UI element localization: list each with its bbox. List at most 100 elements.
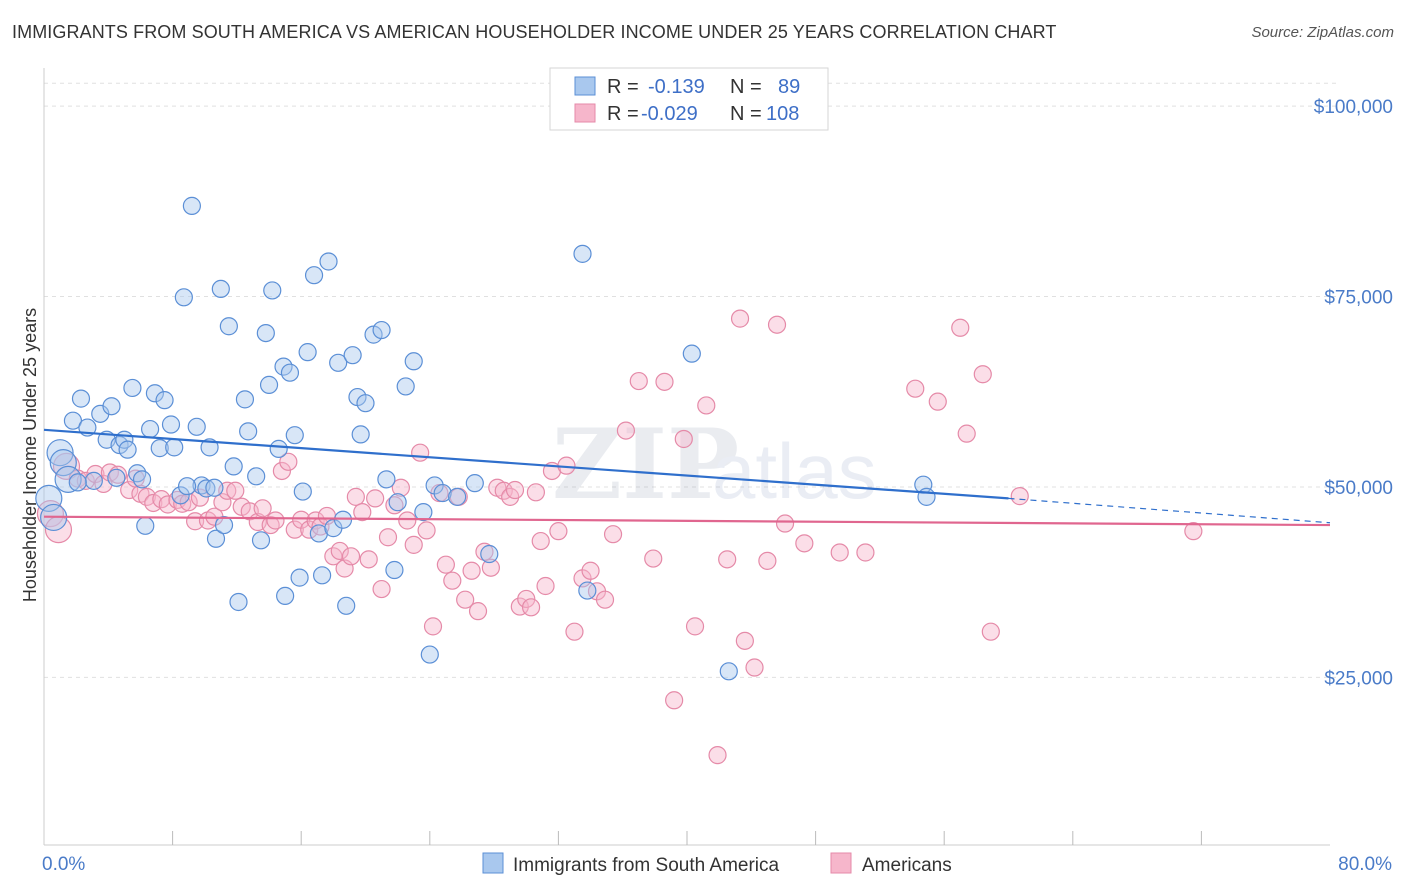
immigrants-point-79	[573, 244, 592, 263]
immigrants-point-38	[229, 592, 248, 612]
americans-point-73	[526, 483, 545, 502]
y-axis-title: Householder Income Under 25 years	[20, 308, 40, 602]
americans-point-51	[391, 478, 410, 497]
immigrants-point-6	[71, 389, 91, 408]
immigrants-point-33	[206, 529, 226, 548]
x-ticks	[172, 831, 1202, 845]
americans-point-43	[341, 547, 361, 566]
americans-point-96	[735, 631, 754, 650]
y-tick-label-0: $25,000	[1324, 668, 1393, 689]
watermark-zip: ZIP	[552, 408, 739, 521]
immigrants-point-18	[136, 516, 155, 535]
americans-point-45	[353, 503, 372, 522]
americans-point-56	[423, 617, 443, 636]
americans-point-88	[655, 372, 674, 391]
americans-point-41	[330, 541, 349, 561]
immigrants-point-48	[276, 586, 295, 606]
americans-point-8	[108, 465, 128, 484]
immigrants-point-20	[145, 384, 165, 403]
immigrants-point-39	[235, 390, 255, 409]
americans-point-49	[378, 528, 398, 547]
immigrants-point-69	[388, 493, 407, 512]
immigrants-point-44	[259, 375, 279, 394]
americans-point-33	[279, 452, 298, 471]
americans-point-69	[505, 480, 525, 500]
americans-point-52	[398, 511, 417, 530]
immigrants-point-40	[239, 422, 258, 441]
legend-box	[549, 67, 829, 131]
legend-r-label-americans: R =	[607, 103, 639, 125]
immigrants-point-80	[578, 581, 597, 600]
immigrants-point-64	[356, 394, 375, 413]
immigrants-point-86	[177, 477, 197, 496]
immigrants-point-77	[465, 474, 484, 493]
immigrants-point-54	[304, 266, 324, 285]
immigrants-point-17	[132, 470, 152, 489]
immigrants-point-26	[174, 288, 193, 307]
immigrants-point-70	[396, 377, 415, 396]
americans-point-74	[531, 531, 550, 551]
americans-point-71	[517, 589, 536, 609]
americans-point-109	[981, 622, 1000, 641]
immigrants-point-56	[312, 566, 332, 585]
americans-point-9	[120, 480, 139, 500]
americans-point-29	[253, 499, 272, 518]
grid-lines	[44, 82, 1338, 678]
immigrants-point-66	[372, 320, 391, 340]
immigrants-point-16	[128, 464, 147, 483]
legend-n-value-immigrants: 89	[778, 76, 800, 98]
americans-point-107	[957, 424, 976, 443]
immigrants-point-2	[46, 439, 74, 467]
immigrants-point-42	[251, 531, 271, 550]
americans-point-79	[565, 622, 584, 641]
americans-point-108	[973, 365, 992, 384]
immigrants-trend-line	[43, 428, 1009, 500]
americans-point-63	[468, 602, 488, 621]
immigrants-point-35	[214, 515, 234, 535]
legend-r-value-immigrants: -0.139	[648, 76, 705, 98]
americans-point-54	[411, 443, 430, 462]
immigrants-point-85	[107, 468, 126, 487]
americans-point-89	[665, 691, 684, 710]
immigrants-point-27	[182, 196, 201, 215]
americans-point-50	[385, 496, 404, 515]
correlation-legend: R = -0.139 N = 89 R = -0.029 N = 108	[549, 67, 829, 131]
immigrants-point-19	[140, 419, 160, 439]
americans-point-47	[366, 489, 385, 508]
immigrants-point-49	[280, 363, 300, 382]
americans-point-105	[928, 392, 947, 411]
americans-point-61	[456, 590, 475, 609]
immigrants-point-8	[84, 471, 103, 490]
watermark: ZIP atlas	[552, 408, 877, 521]
immigrants-point-15	[123, 378, 142, 398]
americans-point-87	[644, 549, 663, 568]
immigrants-point-84	[917, 487, 936, 506]
immigrants-point-28	[187, 417, 206, 436]
immigrants-point-81	[682, 344, 701, 363]
bottom-legend-label-americans: Americans	[862, 855, 952, 876]
immigrants-point-22	[155, 391, 174, 410]
immigrants-point-68	[385, 560, 404, 580]
immigrants-point-43	[256, 323, 275, 343]
immigrants-point-23	[161, 415, 181, 434]
immigrants-point-32	[205, 478, 224, 497]
americans-point-34	[285, 520, 304, 539]
immigrants-point-82	[719, 662, 738, 681]
americans-point-23	[213, 493, 232, 512]
immigrants-point-21	[150, 439, 169, 458]
immigrants-point-72	[414, 503, 433, 522]
americans-trend-line	[43, 515, 1331, 527]
series-legend: Immigrants from South America Americans	[482, 852, 952, 876]
americans-point-62	[462, 561, 481, 580]
americans-point-59	[443, 571, 462, 590]
americans-point-103	[856, 543, 875, 562]
immigrants-point-75	[433, 483, 452, 503]
immigrants-point-46	[269, 439, 288, 458]
bottom-legend-label-immigrants: Immigrants from South America	[513, 855, 780, 876]
immigrants-point-67	[377, 470, 396, 489]
watermark-atlas: atlas	[712, 427, 877, 515]
immigrants-point-61	[343, 346, 362, 365]
americans-point-58	[436, 555, 455, 574]
americans-point-110	[1010, 487, 1029, 506]
